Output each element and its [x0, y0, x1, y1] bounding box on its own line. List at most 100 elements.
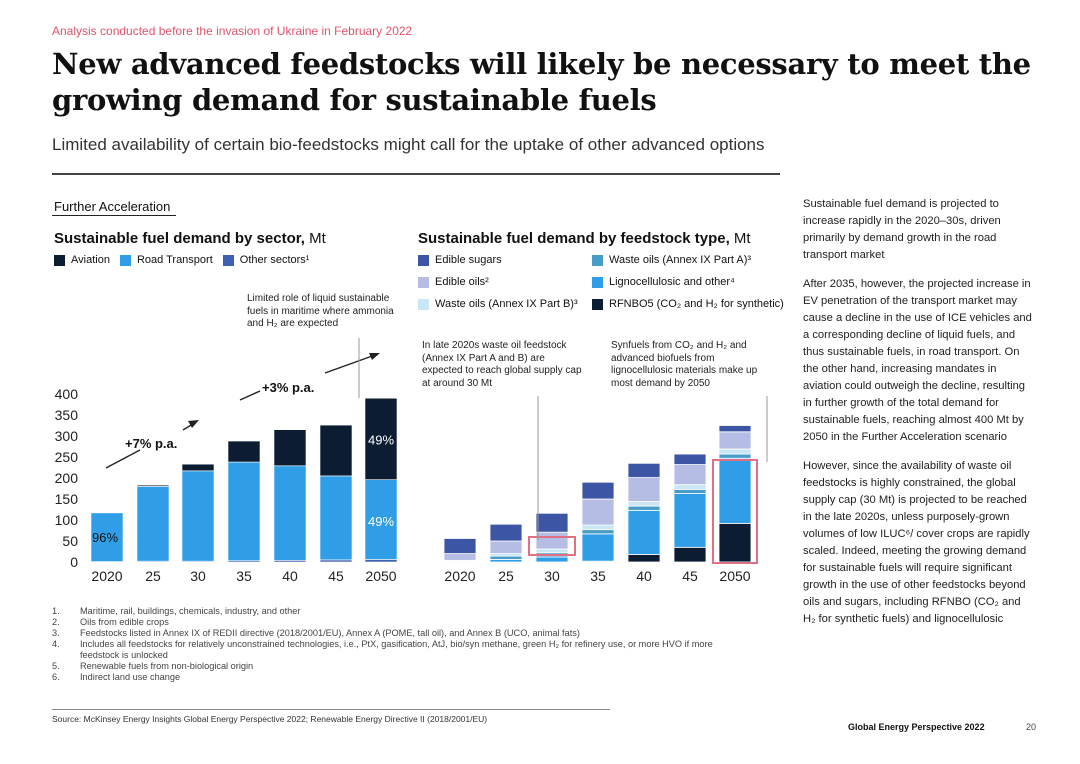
bar-segment-road [136, 486, 170, 562]
footnote-text: Includes all feedstocks for relatively u… [80, 639, 713, 660]
legend-item-edible-sugars: Edible sugars [418, 254, 592, 266]
scenario-tab[interactable]: Further Acceleration [54, 199, 171, 214]
bar-segment-edible_oils [673, 464, 707, 486]
bar-segment-rfnbo [673, 546, 707, 563]
footnote: 3. Feedstocks listed in Annex IX of REDII… [52, 628, 752, 639]
bar-segment-waste_b [581, 524, 615, 531]
bar-segment-waste_a [489, 555, 523, 560]
footnote-number: 2. [52, 617, 60, 627]
bar-percent-label: 49% [368, 432, 394, 447]
bar-segment-edible_sugars [489, 523, 523, 542]
bar-segment-other [319, 559, 353, 563]
legend-item-road: Road Transport [119, 254, 213, 266]
growth-label-2: +3% p.a. [262, 380, 314, 395]
legend-item-edible-oils: Edible oils² [418, 276, 592, 288]
sidebar-paragraph-1: Sustainable fuel demand is projected to … [803, 198, 1001, 261]
footnote-number: 5. [52, 661, 60, 671]
footnote-number: 1. [52, 606, 60, 616]
y-tick-label: 350 [55, 407, 79, 423]
bar-segment-waste_a [581, 529, 615, 535]
sidebar-commentary: Sustainable fuel demand is projected to … [803, 196, 1035, 640]
bar-segment-edible_oils [535, 531, 569, 550]
footnote-number: 4. [52, 639, 60, 649]
bar-segment-aviation [364, 397, 398, 480]
footnotes: 1. Maritime, rail, buildings, chemicals, … [52, 606, 752, 683]
bar-segment-other [364, 559, 398, 563]
bar-segment-edible_sugars [673, 453, 707, 465]
y-tick-label: 300 [55, 428, 79, 444]
legend-item-waste-a: Waste oils (Annex IX Part A)³ [592, 254, 788, 266]
legend-item-ligno: Lignocellulosic and other⁴ [592, 276, 788, 288]
synfuel-note: Synfuels from CO₂ and H₂ and advanced bi… [611, 340, 758, 389]
footnote-text: Renewable fuels from non-biological orig… [80, 661, 254, 671]
bar-segment-ligno [673, 493, 707, 548]
growth-arrowhead-2 [369, 353, 380, 360]
footnote: 5. Renewable fuels from non-biological or… [52, 661, 752, 672]
growth-arrowhead-1 [188, 420, 199, 428]
synfuel-highlight [712, 459, 758, 564]
bar-segment-waste_a [718, 453, 752, 459]
bar-segment-edible_oils [489, 540, 523, 555]
footnote: 4. Includes all feedstocks for relatively… [52, 639, 752, 661]
bar-segment-edible_oils [627, 477, 661, 502]
bar-segment-edible_sugars [443, 538, 477, 554]
bar-segment-ligno [718, 457, 752, 524]
bar-percent-label: 49% [368, 514, 394, 529]
bar-segment-road [90, 512, 124, 562]
bar-segment-ligno [581, 533, 615, 562]
bar-segment-aviation [181, 463, 215, 472]
header-divider [52, 173, 780, 175]
sector-legend: Aviation Road Transport Other sectors¹ [54, 254, 309, 266]
legend-item-rfnbo: RFNBO5 (CO₂ and H₂ for synthetic) [592, 298, 788, 310]
legend-swatch [418, 276, 429, 288]
legend-swatch [418, 254, 429, 266]
x-tick-label: 2050 [719, 568, 750, 584]
legend-swatch [592, 298, 603, 310]
legend-swatch [222, 254, 234, 266]
y-tick-label: 50 [62, 533, 78, 549]
source-note: Source: McKinsey Energy Insights Global … [52, 714, 488, 724]
bar-segment-aviation [227, 440, 261, 463]
sector-chart-title: Sustainable fuel demand by sector, Mt [54, 230, 326, 247]
bar-segment-rfnbo [718, 522, 752, 563]
footnote-text: Oils from edible crops [80, 617, 169, 627]
x-tick-label: 25 [145, 568, 161, 584]
footnote-number: 6. [52, 672, 60, 682]
page-subtitle: Limited availability of certain bio-feed… [52, 135, 765, 154]
x-tick-label: 25 [498, 568, 514, 584]
growth-label-1: +7% p.a. [125, 436, 177, 451]
legend-item-aviation: Aviation [54, 254, 110, 266]
footnote: 2. Oils from edible crops [52, 617, 752, 628]
x-tick-label: 2020 [91, 568, 122, 584]
x-tick-label: 2050 [365, 568, 396, 584]
bar-segment-aviation [136, 484, 170, 487]
page-title: New advanced feedstocks will likely be n… [52, 47, 1031, 117]
waste-note: In late 2020s waste oil feedstock (Annex… [422, 340, 582, 389]
bar-segment-edible_sugars [535, 512, 569, 533]
legend-swatch [418, 298, 429, 310]
bar-segment-waste_b [673, 484, 707, 490]
x-tick-label: 35 [236, 568, 252, 584]
bar-segment-ligno [627, 509, 661, 555]
bar-segment-aviation [319, 424, 353, 477]
legend-swatch [119, 254, 131, 266]
bar-segment-edible_sugars [581, 481, 615, 500]
bar-segment-waste_b [627, 501, 661, 507]
y-tick-label: 400 [55, 386, 79, 402]
x-tick-label: 30 [544, 568, 560, 584]
y-tick-label: 150 [55, 491, 79, 507]
bar-segment-waste_a [673, 488, 707, 494]
legend-swatch [592, 276, 603, 288]
bar-segment-rfnbo [627, 554, 661, 563]
x-tick-label: 45 [682, 568, 698, 584]
bar-segment-ligno [535, 556, 569, 563]
bar-segment-edible_sugars [718, 425, 752, 433]
footnote-number: 3. [52, 628, 60, 638]
growth-arrow-2-left [239, 390, 261, 401]
y-tick-label: 0 [70, 554, 78, 570]
y-tick-label: 200 [55, 470, 79, 486]
x-tick-label: 40 [282, 568, 298, 584]
bar-segment-road [364, 479, 398, 560]
bar-segment-waste_b [718, 448, 752, 455]
bar-segment-road [319, 475, 353, 561]
